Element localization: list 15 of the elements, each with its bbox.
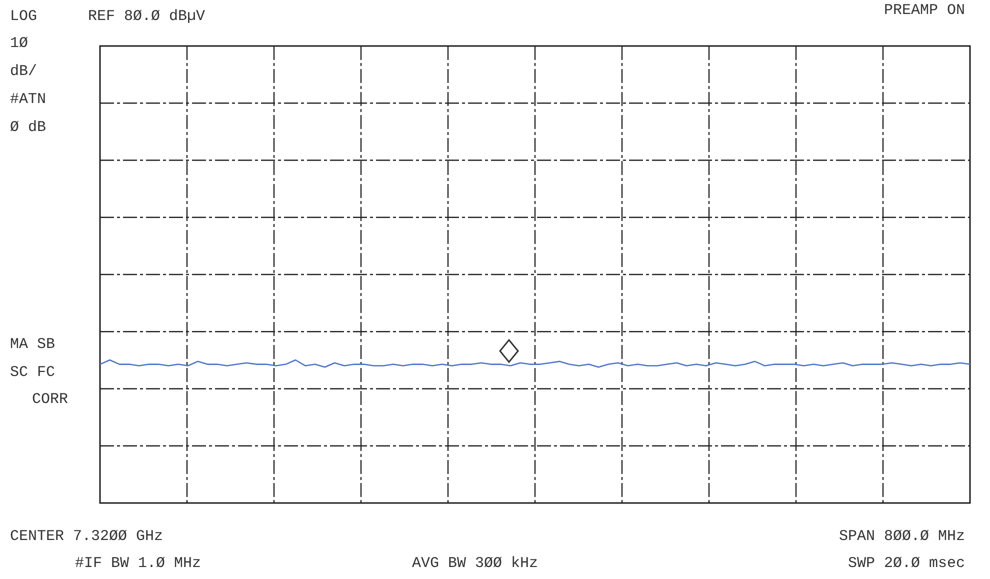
text: CORR: [32, 391, 68, 408]
text: 1Ø: [10, 35, 28, 52]
text: #ATN: [10, 91, 46, 108]
text: SWP 2Ø.Ø msec: [848, 555, 965, 572]
text: REF 8Ø.Ø dBµV: [88, 8, 206, 25]
text: LOG: [10, 8, 38, 25]
text: AVG BW 3ØØ kHz: [412, 555, 538, 572]
text: #IF BW 1.Ø MHz: [75, 555, 202, 572]
text: SPAN 8ØØ.Ø MHz: [838, 528, 965, 545]
text: Ø dB: [10, 119, 46, 136]
text: CENTER 7.32ØØ GHz: [10, 528, 164, 545]
text: dB/: [10, 63, 38, 80]
text: PREAMP ON: [884, 2, 965, 19]
text: MA SB: [10, 336, 56, 353]
text: SC FC: [10, 364, 56, 381]
